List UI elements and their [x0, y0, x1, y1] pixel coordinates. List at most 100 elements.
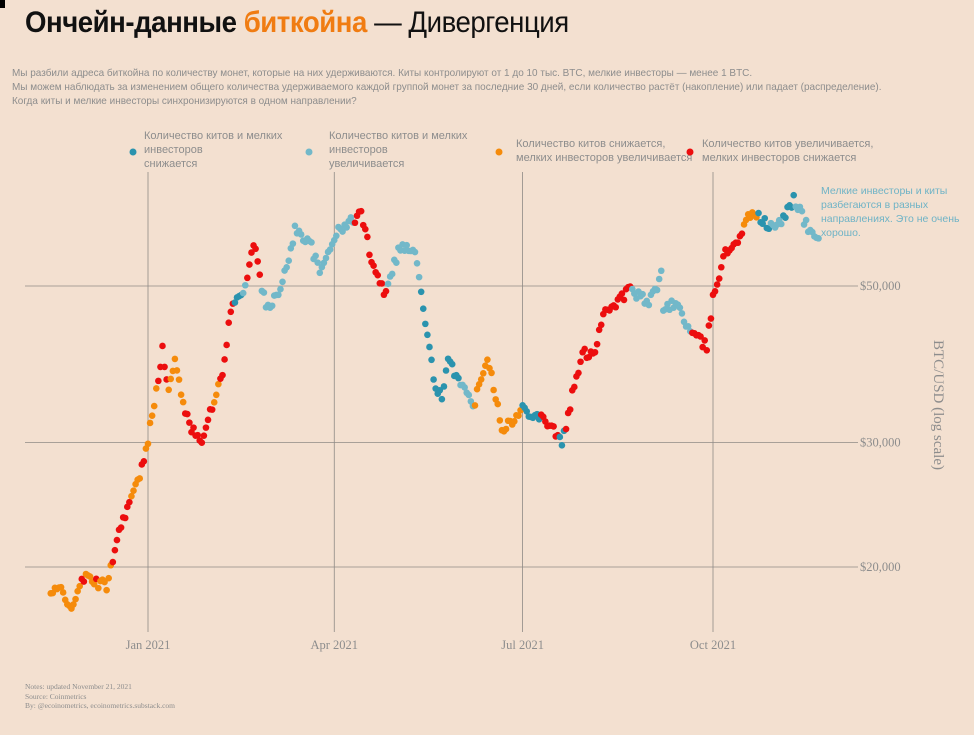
data-point-both-up — [388, 270, 396, 278]
y-tick-label: $30,000 — [860, 436, 901, 450]
data-point-whales-up — [357, 207, 365, 215]
data-point-whales-up — [227, 308, 235, 316]
data-point-whales-up — [382, 287, 390, 295]
data-point-whales-up — [140, 458, 148, 465]
data-point-whales-up — [200, 432, 208, 439]
data-point-whales-down — [175, 376, 183, 383]
data-point-whales-up — [597, 321, 605, 329]
data-point-both-up — [291, 222, 299, 230]
data-point-whales-up — [256, 271, 264, 278]
data-point-both-up — [415, 273, 423, 281]
data-point-whales-up — [190, 424, 197, 431]
data-point-both-up — [778, 220, 785, 228]
data-point-whales-up — [571, 383, 578, 391]
data-point-whales-down — [152, 385, 160, 392]
data-point-whales-up — [254, 258, 261, 265]
data-point-whales-up — [591, 348, 599, 356]
data-point-whales-up — [713, 281, 721, 288]
data-point-whales-up — [221, 356, 228, 363]
y-axis-label: BTC/USD (log scale) — [930, 340, 946, 470]
chart-description: Мы разбили адреса биткойна по количеству… — [12, 67, 934, 109]
data-point-both-down — [759, 220, 766, 228]
data-point-whales-down — [59, 589, 67, 596]
data-point-whales-up — [585, 353, 593, 361]
data-point-both-down — [231, 299, 239, 306]
data-point-whales-up — [252, 245, 259, 253]
data-point-both-up — [283, 264, 290, 271]
data-point-both-down — [430, 376, 437, 383]
data-point-both-down — [755, 209, 762, 217]
data-point-whales-down — [477, 376, 485, 383]
data-point-both-up — [241, 281, 249, 289]
data-point-whales-up — [186, 419, 193, 426]
title-accent: биткойна — [243, 6, 368, 39]
data-point-whales-down — [144, 440, 152, 448]
data-point-whales-down — [86, 573, 94, 580]
data-point-both-up — [277, 285, 284, 293]
data-point-whales-down — [213, 391, 220, 399]
data-point-whales-up — [703, 347, 711, 354]
data-point-whales-up — [362, 225, 369, 233]
data-point-whales-down — [130, 487, 137, 495]
data-point-both-up — [657, 267, 665, 275]
data-point-whales-down — [90, 580, 98, 588]
data-point-both-down — [761, 214, 769, 222]
data-point-whales-up — [111, 546, 119, 554]
corner-mark — [0, 0, 5, 8]
data-point-whales-up — [717, 263, 725, 271]
annotation: Мелкие инвесторы и киты разбегаются в раз… — [821, 185, 960, 239]
data-point-whales-up — [117, 524, 125, 531]
data-point-both-up — [339, 228, 346, 235]
data-point-both-down — [438, 395, 446, 403]
data-point-whales-up — [715, 275, 723, 282]
data-point-whales-down — [128, 492, 135, 500]
annotation-line: Мелкие инвесторы и киты — [821, 185, 947, 197]
legend-marker-both-down — [129, 148, 137, 156]
data-point-both-up — [411, 248, 419, 256]
data-point-whales-up — [113, 536, 121, 544]
data-point-whales-down — [49, 589, 57, 597]
legend-marker-whales-down — [495, 148, 503, 156]
y-tick-label: $50,000 — [860, 279, 901, 293]
data-point-whales-up — [575, 369, 582, 377]
data-point-both-up — [413, 260, 421, 267]
data-point-both-up — [275, 291, 282, 299]
data-point-both-up — [297, 231, 305, 238]
data-point-both-down — [790, 191, 798, 199]
data-point-whales-up — [244, 274, 251, 282]
data-point-whales-down — [471, 402, 479, 409]
data-point-whales-down — [72, 595, 79, 603]
data-point-whales-up — [566, 406, 574, 413]
data-point-whales-up — [184, 410, 191, 418]
data-point-whales-up — [701, 337, 709, 344]
data-point-whales-up — [219, 371, 226, 379]
data-point-whales-down — [488, 369, 495, 377]
notes-line-3: By: @ecoinometrics, ecoinometrics.substa… — [25, 701, 175, 710]
legend-label: Количество китов увеличивается, — [702, 138, 873, 150]
data-point-both-up — [308, 239, 315, 246]
data-point-both-down — [440, 383, 448, 390]
data-point-whales-down — [511, 418, 518, 425]
page-title: Ончейн-данные биткойна — Дивергенция — [25, 6, 569, 40]
data-point-both-up — [403, 241, 411, 249]
data-point-whales-down — [70, 601, 77, 608]
data-point-whales-up — [705, 322, 713, 329]
x-tick-label: Jul 2021 — [501, 638, 544, 652]
x-tick-label: Jan 2021 — [126, 638, 171, 652]
data-point-whales-down — [179, 398, 187, 406]
data-point-whales-up — [109, 558, 117, 566]
data-point-whales-up — [155, 377, 162, 385]
data-point-whales-up — [223, 341, 230, 349]
notes-line-1: Notes: updated November 21, 2021 — [25, 682, 132, 691]
data-point-both-down — [558, 442, 566, 449]
data-point-whales-up — [620, 296, 628, 304]
data-point-both-up — [678, 310, 686, 317]
data-point-whales-up — [595, 326, 603, 334]
data-point-both-down — [428, 356, 435, 364]
legend-label: мелких инвесторов увеличивается — [516, 152, 692, 164]
legend-label: увеличивается — [329, 158, 404, 170]
data-point-whales-up — [364, 233, 371, 241]
data-point-whales-up — [581, 345, 588, 353]
legend: Количество китов и мелких инвесторов снижа… — [129, 130, 873, 170]
data-point-both-up — [343, 224, 350, 231]
